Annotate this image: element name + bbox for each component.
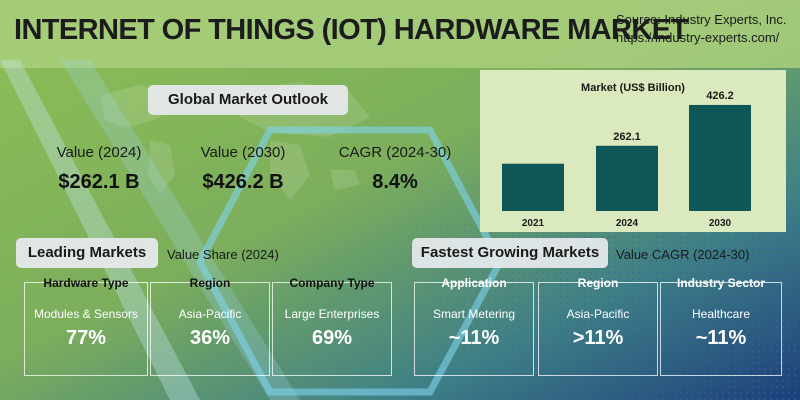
chart-title: Market (US$ Billion) [581,82,685,94]
card-value: 77% [65,327,107,349]
leading-card-company-type: Company Type Large Enterprises 69% [272,276,392,376]
card-value: ~11% [695,327,747,349]
global-outlook-heading: Global Market Outlook [148,85,348,115]
fastest-card-application: Application Smart Metering ~11% [414,276,534,376]
leading-card-region: Region Asia-Pacific 36% [150,276,270,376]
tick-label-2024: 2024 [616,218,639,229]
card-segment: Healthcare [691,307,751,321]
data-label-2030: 426.2 [706,90,734,102]
page-title: INTERNET OF THINGS (IOT) HARDWARE MARKET [14,14,688,46]
bar-2024 [596,145,658,211]
tick-label-2021: 2021 [522,218,545,229]
kpi-value-2024: Value (2024) $262.1 B [34,144,164,194]
kpi-value: 8.4% [372,171,418,193]
card-title: Hardware Type [43,276,129,290]
source-name: Source: Industry Experts, Inc. [616,12,787,27]
leading-markets-subtitle: Value Share (2024) [167,247,279,262]
market-bar-chart: Market (US$ Billion) 2021 2024 262.1 2030 42… [502,82,751,229]
source-url[interactable]: https://industry-experts.com/ [616,30,780,45]
kpi-value: $426.2 B [202,171,284,193]
card-segment: Smart Metering [432,307,516,321]
tick-label-2030: 2030 [709,218,732,229]
leading-card-hardware-type: Hardware Type Modules & Sensors 77% [24,276,148,376]
card-title: Region [577,276,619,290]
card-value: ~11% [448,327,500,349]
bar-2030 [689,104,751,211]
kpi-label: Value (2030) [200,144,286,161]
kpi-value: $262.1 B [58,171,140,193]
card-title: Industry Sector [676,276,766,290]
kpi-label: Value (2024) [56,144,142,161]
bar-2021 [502,163,564,211]
card-title: Application [441,276,507,290]
card-segment: Asia-Pacific [566,307,630,321]
header: INTERNET OF THINGS (IOT) HARDWARE MARKET… [0,0,800,68]
fastest-card-industry-sector: Industry Sector Healthcare ~11% [660,276,782,376]
data-label-2024: 262.1 [613,131,641,143]
card-title: Region [189,276,231,290]
kpi-label: CAGR (2024-30) [338,144,452,161]
fastest-growing-subtitle: Value CAGR (2024-30) [616,247,750,262]
kpi-cagr: CAGR (2024-30) 8.4% [330,144,460,194]
source-credit: Source: Industry Experts, Inc. https://i… [616,11,787,47]
card-segment: Asia-Pacific [178,307,242,321]
card-title: Company Type [289,276,375,290]
market-chart-panel: Market (US$ Billion) 2021 2024 262.1 2030 42… [480,70,786,232]
card-segment: Modules & Sensors [33,307,139,321]
card-value: 36% [189,327,231,349]
card-segment: Large Enterprises [284,307,380,321]
card-value: >11% [572,327,624,349]
leading-markets-heading: Leading Markets [16,238,158,268]
fastest-growing-heading: Fastest Growing Markets [412,238,608,268]
kpi-value-2030: Value (2030) $426.2 B [178,144,308,194]
card-value: 69% [311,327,353,349]
fastest-card-region: Region Asia-Pacific >11% [538,276,658,376]
